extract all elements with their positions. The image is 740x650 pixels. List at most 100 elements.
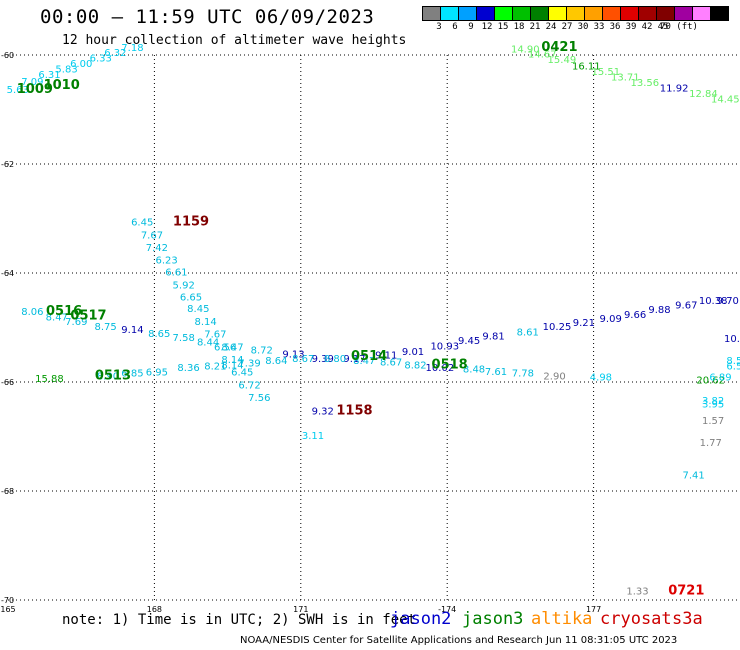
wave-height-label: 9.09: [600, 314, 622, 325]
wave-height-label: 6.61: [165, 268, 187, 279]
color-swatch: [440, 6, 459, 21]
wave-height-label: 9.66: [624, 310, 646, 321]
wave-height-label: 9.14: [121, 325, 143, 336]
color-scale-label: 39: [625, 22, 637, 32]
wave-height-label: 12.84: [689, 89, 718, 100]
satellite-cryosat: cryosat: [600, 609, 672, 629]
wave-height-label: 1.57: [702, 416, 724, 427]
wave-height-label: 8.67: [292, 354, 314, 365]
wave-height-label: 6.52: [726, 361, 740, 372]
time-label: 0421: [541, 40, 577, 55]
wave-height-label: 6.32: [104, 48, 126, 59]
wave-height-label: 8.14: [221, 355, 243, 366]
wave-height-label: 8.82: [404, 360, 426, 371]
x-tick-label: -174: [438, 605, 456, 614]
wave-height-label: 15.51: [591, 67, 620, 78]
color-scale-label: 9: [468, 22, 474, 32]
wave-height-label: 8.90: [97, 371, 119, 382]
wave-height-label: 8.48: [463, 365, 485, 376]
color-swatch: [638, 6, 657, 21]
color-scale-label: 21: [529, 22, 541, 32]
wave-height-label: 4.98: [590, 372, 612, 383]
wave-height-label: 9.32: [312, 407, 334, 418]
wave-height-label: 8.44: [197, 337, 219, 348]
wave-height-label: 2.90: [543, 371, 565, 382]
time-label: 0514: [351, 349, 387, 364]
y-tick-label: -66: [1, 378, 14, 387]
wave-height-label: 3.11: [302, 431, 324, 442]
wave-height-label: 6.31: [38, 70, 60, 81]
wave-height-label: 7.39: [238, 359, 260, 370]
wave-height-label: 8.61: [517, 328, 539, 339]
wave-height-label: 8.67: [380, 358, 402, 369]
wave-height-label: 7.56: [248, 393, 270, 404]
wave-height-label: 9.67: [675, 300, 697, 311]
wave-height-label: 10.93: [430, 341, 459, 352]
wave-height-label: 10.0: [724, 334, 740, 345]
color-swatch: [710, 6, 729, 21]
time-label: 0513: [95, 368, 131, 383]
satellite-s3a: s3a: [672, 609, 703, 629]
time-label: 0516: [46, 304, 82, 319]
wave-height-label: 8.21: [204, 361, 226, 372]
wave-height-label: 8.36: [177, 363, 199, 374]
wave-height-label: 8.65: [148, 329, 170, 340]
wave-height-label: 7.42: [146, 243, 168, 254]
x-tick-label: 165: [0, 605, 15, 614]
wave-height-label: 8.80: [324, 354, 346, 365]
wave-height-label: 9.01: [402, 347, 424, 358]
color-swatch: [620, 6, 639, 21]
color-scale-label: 3: [436, 22, 442, 32]
wave-height-label: 5.63: [7, 85, 29, 96]
wave-height-label: 8.47: [221, 342, 243, 353]
time-label: 1009: [17, 82, 53, 97]
wave-height-label: 8.14: [195, 317, 217, 328]
wave-height-label: 9.21: [573, 318, 595, 329]
color-scale-label: 33: [593, 22, 605, 32]
wave-height-label: 7.67: [204, 329, 226, 340]
wave-height-label: 9.17: [343, 354, 365, 365]
satellite-jason2: jason2: [390, 609, 452, 629]
y-tick-label: -62: [1, 160, 14, 169]
wave-height-label: 13.71: [611, 73, 640, 84]
color-swatch: [674, 6, 693, 21]
wave-height-label: 15.49: [548, 55, 577, 66]
color-swatch: [584, 6, 603, 21]
wave-height-label: 9.11: [375, 351, 397, 362]
color-swatch: [602, 6, 621, 21]
wave-height-label: 15.88: [35, 374, 64, 385]
wave-height-label: 9.13: [282, 349, 304, 360]
wave-height-label: 6.33: [90, 54, 112, 65]
wave-height-label: 8.47: [46, 312, 68, 323]
wave-height-label: 6.00: [70, 59, 92, 70]
wave-height-label: 8.45: [187, 304, 209, 315]
wave-height-label: 7.58: [173, 333, 195, 344]
color-swatch: [476, 6, 495, 21]
x-tick-label: 171: [293, 605, 308, 614]
color-scale-label: 15: [497, 22, 509, 32]
color-swatch: [494, 6, 513, 21]
wave-height-label: 6.95: [146, 367, 168, 378]
x-tick-label: 177: [586, 605, 601, 614]
color-scale-label: 12: [481, 22, 493, 32]
wave-height-label: 9.88: [648, 305, 670, 316]
color-scale-label: 27: [561, 22, 573, 32]
wave-height-label: 3.95: [702, 400, 724, 411]
color-swatch: [422, 6, 441, 21]
wave-height-label: 3.82: [702, 396, 724, 407]
wave-height-label: 7.61: [485, 367, 507, 378]
wave-height-label: 13.56: [631, 78, 660, 89]
wave-height-label: 7.78: [512, 369, 534, 380]
wave-height-label: 10.25: [543, 322, 572, 333]
wave-height-label: 5.92: [173, 280, 195, 291]
wave-height-label: 10.02: [426, 363, 455, 374]
wave-height-label: 8.06: [21, 307, 43, 318]
wave-height-label: 9.39: [312, 354, 334, 365]
color-swatch: [566, 6, 585, 21]
wave-height-label: 8.75: [94, 322, 116, 333]
wave-height-label: 6.72: [238, 381, 260, 392]
color-swatch: [656, 6, 675, 21]
wave-height-label: 6.89: [709, 372, 731, 383]
y-tick-label: -60: [1, 51, 14, 60]
wave-height-label: 1.77: [700, 438, 722, 449]
